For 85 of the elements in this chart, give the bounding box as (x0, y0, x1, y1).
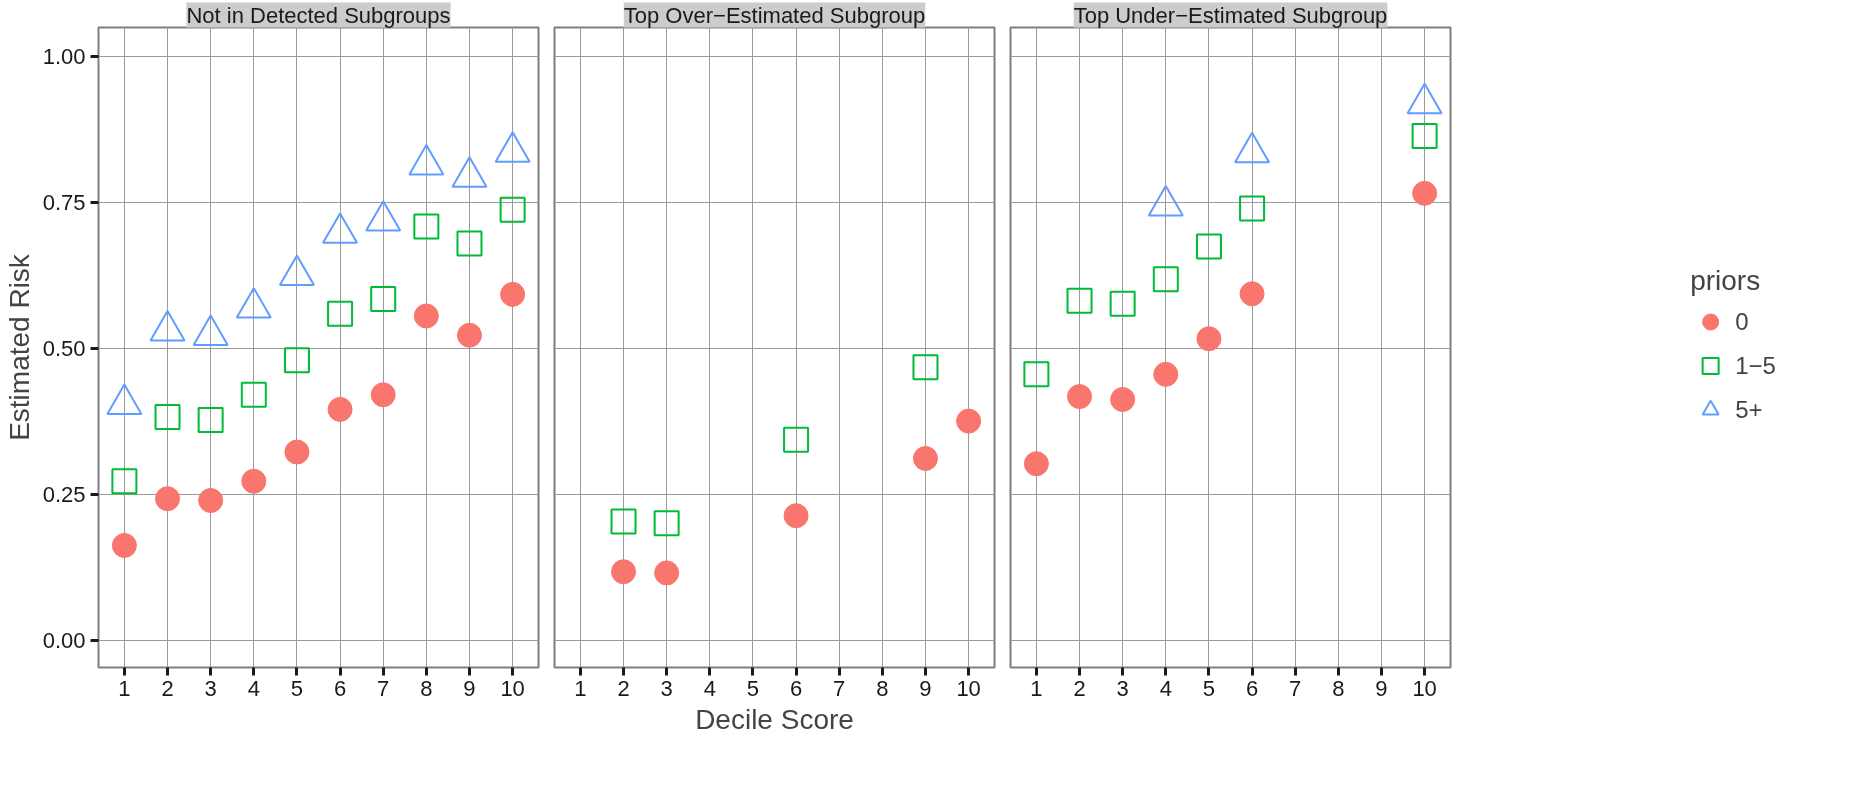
point (610, 508, 637, 535)
y-axis-title: Estimated Risk (3, 253, 35, 441)
x-tick-label: 1 (118, 675, 131, 701)
point (783, 503, 809, 529)
point (365, 200, 402, 232)
point (1153, 361, 1179, 387)
point (155, 486, 181, 512)
x-tick-label: 4 (247, 675, 260, 701)
x-tick-label: 9 (1375, 675, 1388, 701)
point (494, 131, 531, 163)
x-tick-label: 5 (290, 675, 304, 701)
x-tick-label: 9 (919, 675, 932, 701)
x-tick-label: 8 (1332, 675, 1345, 701)
point (456, 322, 482, 348)
x-tick-label: 5 (1202, 675, 1216, 701)
point (783, 426, 810, 453)
point (1066, 287, 1093, 314)
point (241, 468, 267, 494)
point (1411, 123, 1438, 150)
x-tick-label: 5 (746, 675, 760, 701)
x-tick-label: 10 (1412, 675, 1437, 701)
x-axis-title: Decile Score (695, 703, 854, 735)
point (653, 510, 680, 537)
point (451, 156, 488, 188)
point (198, 488, 224, 513)
x-tick-label: 4 (1159, 675, 1172, 701)
x-tick-label: 2 (617, 675, 630, 701)
point (654, 560, 680, 586)
point (1152, 266, 1179, 293)
x-tick-label: 7 (833, 675, 846, 701)
point (111, 468, 138, 495)
point (111, 532, 137, 558)
x-tick-label: 3 (1116, 675, 1129, 701)
point (1239, 281, 1265, 307)
point (327, 396, 353, 422)
x-tick-label: 3 (204, 675, 217, 701)
x-tick-label: 1 (574, 675, 587, 701)
point (1067, 384, 1093, 410)
x-tick-label: 9 (463, 675, 476, 701)
y-tick-label: 0.25 (42, 481, 86, 507)
point (912, 445, 938, 471)
point (912, 354, 939, 381)
chart-title: Not in Detected Subgroups (186, 2, 451, 28)
x-tick-label: 10 (500, 675, 525, 701)
legend-title: priors (1690, 264, 1762, 297)
x-tick-label: 7 (377, 675, 390, 701)
y-tick-label: 1.00 (42, 43, 86, 69)
chart-title: Top Over−Estimated Subgroup (623, 2, 926, 28)
x-tick-label: 1 (1030, 675, 1043, 701)
y-tick-label: 0.50 (42, 335, 86, 361)
point (956, 408, 982, 434)
point (1239, 195, 1266, 222)
point (1196, 326, 1222, 352)
x-tick-label: 2 (161, 675, 174, 701)
point (1023, 361, 1050, 388)
x-tick-label: 2 (1073, 675, 1086, 701)
x-tick-label: 10 (956, 675, 981, 701)
point (408, 144, 445, 176)
y-tick-label: 0.00 (42, 627, 86, 653)
point (240, 381, 267, 408)
point (322, 212, 359, 244)
point (1109, 290, 1136, 317)
point (1195, 233, 1222, 260)
chart-title: Top Under−Estimated Subgroup (1073, 2, 1388, 28)
y-tick-label: 0.75 (42, 189, 86, 215)
point (1412, 180, 1438, 206)
x-tick-label: 8 (420, 675, 433, 701)
legend-label: 0 (1735, 307, 1750, 336)
x-tick-label: 6 (789, 675, 803, 701)
point (154, 403, 181, 430)
x-tick-label: 7 (1289, 675, 1302, 701)
legend-label: 5+ (1735, 395, 1763, 424)
point (283, 347, 310, 374)
legend-label: 1−5 (1735, 351, 1776, 380)
point (197, 406, 224, 433)
point (284, 439, 310, 465)
x-tick-label: 8 (876, 675, 889, 701)
x-tick-label: 4 (703, 675, 716, 701)
point (1023, 451, 1049, 477)
x-tick-label: 3 (660, 675, 673, 701)
point (611, 559, 637, 585)
x-tick-label: 6 (333, 675, 347, 701)
point (1110, 386, 1136, 412)
point (370, 382, 396, 408)
x-tick-label: 6 (1245, 675, 1259, 701)
